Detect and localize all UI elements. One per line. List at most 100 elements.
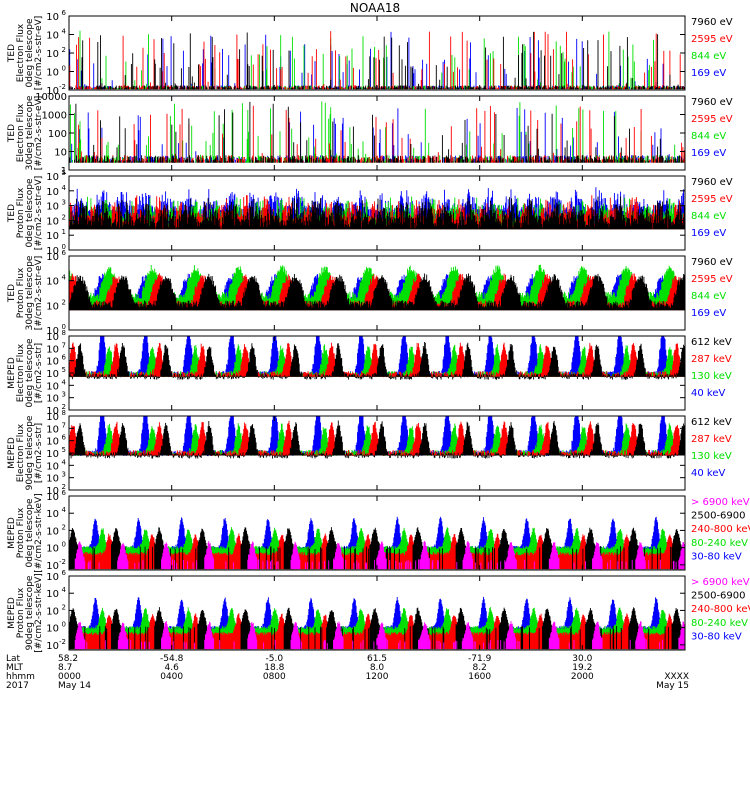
xaxis-tick-label: -71.9 [468, 654, 492, 664]
ytick-exponent: 3 [62, 391, 66, 399]
ytick-label: 10 [46, 332, 59, 343]
trace-7960-ev [69, 31, 685, 90]
legend-entry: 7960 eV [691, 177, 733, 188]
ytick-exponent: 0 [62, 541, 66, 549]
ytick-label: 10 [46, 231, 59, 242]
y-axis-label: TEDProton Flux30deg telescope[#/cm2-s-st… [7, 255, 44, 330]
legend-entry: 844 eV [691, 211, 726, 222]
y-axis-label-line: 90deg telescope [25, 415, 35, 490]
ytick-exponent: 4 [62, 458, 67, 466]
ytick-label: 10 [46, 474, 59, 485]
ytick-exponent: 8 [62, 329, 66, 337]
legend-entry: 7960 eV [691, 257, 733, 268]
legend-entry: 169 eV [691, 148, 726, 159]
y-axis-label-line: [#/cm2-s-str] [34, 343, 44, 403]
panel-traces [69, 596, 685, 650]
xaxis-row-label: Lat [6, 654, 21, 664]
xaxis-tick-label: 0400 [160, 672, 183, 682]
ytick-label: 10 [46, 406, 59, 417]
figure-title: NOAA18 [350, 1, 400, 15]
legend-entry: 612 keV [691, 417, 732, 428]
legend-entry: 240-800 keV [691, 604, 750, 615]
ytick-label: 10 [46, 252, 59, 263]
ytick-exponent: 6 [62, 489, 67, 497]
ytick-label: 10 [46, 68, 59, 79]
y-axis-label-line: Proton Flux [16, 507, 26, 558]
ytick-label: 10 [46, 301, 59, 312]
y-axis-label-line: TED [7, 44, 17, 63]
xaxis-tick-label: 30.0 [572, 654, 592, 664]
legend-entry: 2595 eV [691, 114, 733, 125]
ytick-label: 10 [46, 509, 59, 520]
panel-traces [69, 416, 685, 459]
trace-612-kev [69, 342, 685, 380]
legend-entry: 130 keV [691, 371, 732, 382]
legend-entry: 287 keV [691, 434, 732, 445]
legend-entry: 30-80 keV [691, 631, 742, 642]
panel-traces [69, 336, 685, 380]
legend-entry: 2500-6900 [691, 591, 746, 602]
legend-entry: 2500-6900 [691, 511, 746, 522]
legend-entry: 30-80 keV [691, 551, 742, 562]
ytick-exponent: 2 [62, 603, 66, 611]
legend-entry: 169 eV [691, 68, 726, 79]
ytick-exponent: -2 [59, 558, 66, 566]
y-axis-label-line: [#/cm2-s-str-keV] [34, 573, 44, 652]
ytick-exponent: -2 [59, 83, 66, 91]
ytick-exponent: 7 [62, 341, 66, 349]
ytick-exponent: 5 [62, 446, 66, 454]
y-axis-label-line: [#/cm2-s-str-eV] [34, 16, 44, 91]
y-axis-label: MEPEDProton Flux90deg telescope[#/cm2-s-… [7, 573, 44, 652]
ytick-label: 10 [46, 344, 59, 355]
trace-169-ev [69, 107, 685, 163]
ytick-exponent: 0 [62, 65, 66, 73]
ytick-label: 10 [46, 357, 59, 368]
ytick-exponent: 2 [62, 213, 66, 221]
ytick-exponent: 4 [62, 506, 67, 514]
ytick-label: 1 [61, 166, 67, 177]
trace--6900-kev [74, 621, 685, 650]
ytick-exponent: 6 [62, 9, 67, 17]
ytick-exponent: 3 [62, 471, 66, 479]
y-axis-label-line: MEPED [7, 357, 17, 389]
y-axis-label-line: Proton Flux [16, 587, 26, 638]
ytick-label: 10 [54, 148, 67, 159]
ytick-exponent: 6 [62, 569, 67, 577]
legend-entry: 612 keV [691, 337, 732, 348]
legend-entry: 7960 eV [691, 97, 733, 108]
ytick-exponent: -2 [59, 638, 66, 646]
y-axis-label-line: 90deg telescope [25, 575, 35, 650]
y-axis-label-line: Proton Flux [16, 187, 26, 238]
legend-entry: 2595 eV [691, 274, 733, 285]
y-axis-label-line: 30deg telescope [25, 255, 35, 330]
ytick-label: 10 [46, 381, 59, 392]
ytick-exponent: 2 [62, 46, 66, 54]
xaxis-tick-label: -5.0 [266, 654, 284, 664]
panel-traces [69, 264, 685, 311]
ytick-exponent: 2 [62, 523, 66, 531]
y-axis-label-line: [#/cm2-s-str-keV] [34, 493, 44, 572]
trace-2500-6900 [69, 527, 683, 570]
ytick-label: 10 [46, 187, 59, 198]
xaxis-tick-label: 0800 [263, 672, 286, 682]
trace-612-kev [69, 420, 685, 459]
ytick-exponent: 6 [62, 354, 67, 362]
ytick-exponent: 4 [62, 586, 67, 594]
ytick-exponent: 3 [62, 199, 66, 207]
y-axis-label-line: Electron Flux [16, 423, 26, 482]
ytick-exponent: 2 [62, 403, 66, 411]
panel-ted-e-30: 10000 1000 100 10 1 TEDElectron Flux30deg tel… [7, 92, 733, 177]
ytick-label: 10 [46, 641, 59, 652]
legend-entry: 240-800 keV [691, 524, 750, 535]
legend-entry: 7960 eV [691, 17, 733, 28]
ytick-exponent: 2 [62, 483, 66, 491]
y-axis-label: MEPEDElectron Flux0deg telescope[#/cm2-s… [7, 338, 44, 408]
y-axis-label-line: Electron Flux [16, 343, 26, 402]
ytick-exponent: 8 [62, 409, 66, 417]
